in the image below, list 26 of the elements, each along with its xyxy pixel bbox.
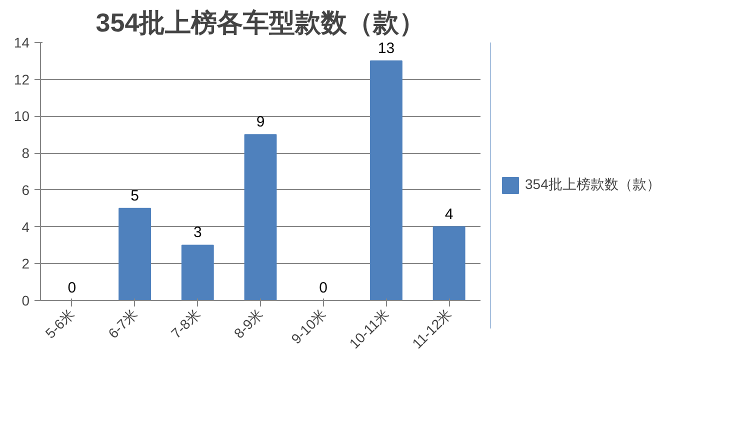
- bar: [181, 244, 214, 300]
- x-tick-label: 6-7米: [104, 306, 140, 342]
- legend-label: 354批上榜款数（款）: [525, 176, 660, 194]
- y-tick-label: 8: [22, 145, 30, 162]
- y-tick-label: 12: [14, 71, 30, 88]
- y-tick-label: 2: [22, 256, 30, 272]
- y-tick-label: 6: [22, 182, 30, 198]
- bar: [370, 60, 402, 300]
- y-tick-label: 10: [14, 108, 30, 124]
- y-tick-label: 4: [22, 218, 30, 235]
- chart-title: 354批上榜各车型款数（款）: [96, 8, 426, 38]
- data-label: 0: [68, 280, 76, 296]
- bar: [244, 134, 277, 300]
- x-tick-label: 7-8米: [168, 306, 204, 342]
- x-tick-label: 5-6米: [42, 306, 78, 342]
- y-tick-label: 0: [22, 292, 30, 308]
- data-label: 13: [378, 40, 395, 57]
- x-tick-label: 8-9米: [230, 306, 266, 342]
- y-tick-label: 14: [14, 34, 30, 50]
- data-label: 5: [130, 187, 139, 204]
- data-label: 9: [256, 114, 265, 131]
- data-label: 0: [319, 280, 328, 296]
- bar: [118, 208, 151, 300]
- bar: [432, 226, 466, 300]
- data-label: 4: [444, 206, 454, 223]
- data-label: 3: [193, 224, 202, 242]
